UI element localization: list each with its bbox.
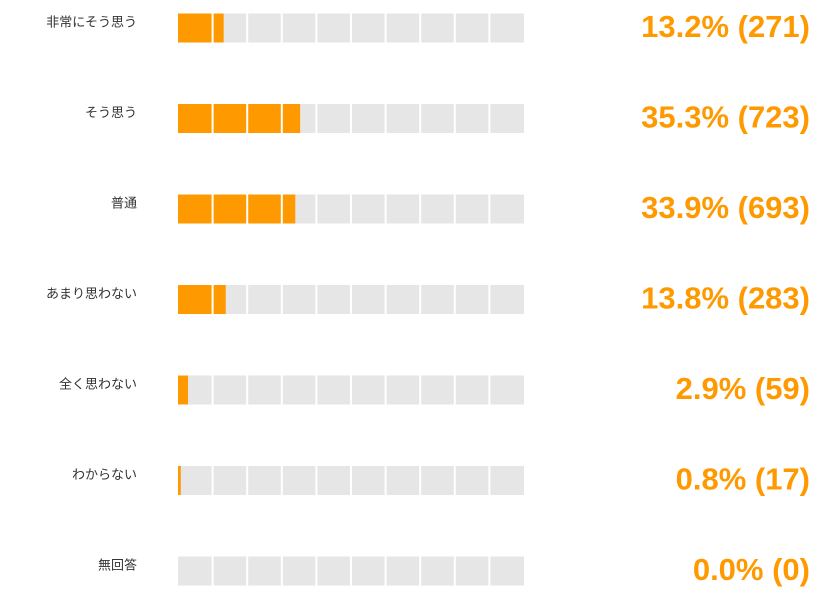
cell-gap — [315, 104, 318, 133]
cell-gap — [246, 375, 249, 405]
cell-gap — [453, 104, 456, 133]
cell-gap — [419, 104, 422, 133]
category-label: そう思う — [85, 106, 137, 121]
cell-gap — [453, 194, 456, 224]
cell-gap — [453, 13, 456, 43]
cell-gap — [488, 194, 491, 224]
cell-gap — [315, 194, 318, 224]
value-label: 13.2% (271) — [641, 9, 810, 44]
value-label: 35.3% (723) — [641, 100, 810, 135]
bar — [178, 104, 301, 133]
cell-gap — [453, 375, 456, 405]
cell-gap — [419, 556, 422, 586]
cell-gap — [488, 375, 491, 405]
cell-gap — [419, 466, 422, 495]
cell-gap — [246, 285, 249, 314]
cell-gap — [384, 375, 387, 405]
cell-gap — [315, 13, 318, 43]
cell-gap — [488, 556, 491, 586]
bar — [178, 466, 181, 495]
cell-gap — [315, 285, 318, 314]
cell-gap — [280, 466, 283, 495]
cell-gap — [453, 556, 456, 586]
category-label: 非常にそう思う — [46, 16, 137, 31]
cell-gap — [419, 375, 422, 405]
cell-gap — [350, 194, 352, 224]
cell-gap — [280, 556, 283, 586]
cell-gap — [453, 285, 456, 314]
cell-gap — [211, 556, 214, 586]
cell-gap — [419, 13, 422, 43]
cell-gap — [384, 285, 387, 314]
bar — [178, 13, 224, 43]
cell-gap — [384, 466, 387, 495]
cell-gap — [315, 375, 318, 405]
cell-gap — [280, 194, 283, 224]
cell-gap — [350, 466, 352, 495]
value-label: 33.9% (693) — [641, 190, 810, 225]
cell-gap — [384, 194, 387, 224]
cell-gap — [488, 13, 491, 43]
value-label: 0.0% (0) — [693, 552, 810, 587]
cell-gap — [280, 285, 283, 314]
cell-gap — [350, 13, 352, 43]
cell-gap — [488, 104, 491, 133]
category-label: 普通 — [111, 197, 137, 212]
cell-gap — [211, 194, 214, 224]
cell-gap — [419, 285, 422, 314]
cell-gap — [211, 104, 214, 133]
cell-gap — [350, 375, 352, 405]
bar — [178, 285, 226, 314]
cell-gap — [384, 556, 387, 586]
cell-gap — [315, 466, 318, 495]
cell-gap — [211, 13, 214, 43]
cell-gap — [384, 104, 387, 133]
cell-gap — [246, 13, 249, 43]
cell-gap — [350, 104, 352, 133]
value-label: 2.9% (59) — [676, 371, 810, 406]
cell-gap — [315, 556, 318, 586]
cell-gap — [280, 104, 283, 133]
cell-gap — [211, 466, 214, 495]
cell-gap — [453, 466, 456, 495]
bar — [178, 375, 189, 405]
cell-gap — [384, 13, 387, 43]
cell-gap — [246, 194, 249, 224]
cell-gap — [246, 104, 249, 133]
cell-gap — [211, 375, 214, 405]
cell-gap — [246, 556, 249, 586]
cell-gap — [211, 285, 214, 314]
cell-gap — [488, 466, 491, 495]
cell-gap — [419, 194, 422, 224]
cell-gap — [246, 466, 249, 495]
category-label: 無回答 — [98, 558, 137, 574]
cell-gap — [280, 13, 283, 43]
category-label: 全く思わない — [59, 377, 137, 393]
category-label: わからない — [72, 468, 137, 483]
cell-gap — [350, 556, 352, 586]
cell-gap — [350, 285, 352, 314]
value-label: 13.8% (283) — [641, 281, 810, 316]
cell-gap — [280, 375, 283, 405]
category-label: あまり思わない — [46, 287, 137, 302]
value-label: 0.8% (17) — [676, 462, 810, 497]
cell-gap — [488, 285, 491, 314]
bar — [178, 194, 296, 224]
